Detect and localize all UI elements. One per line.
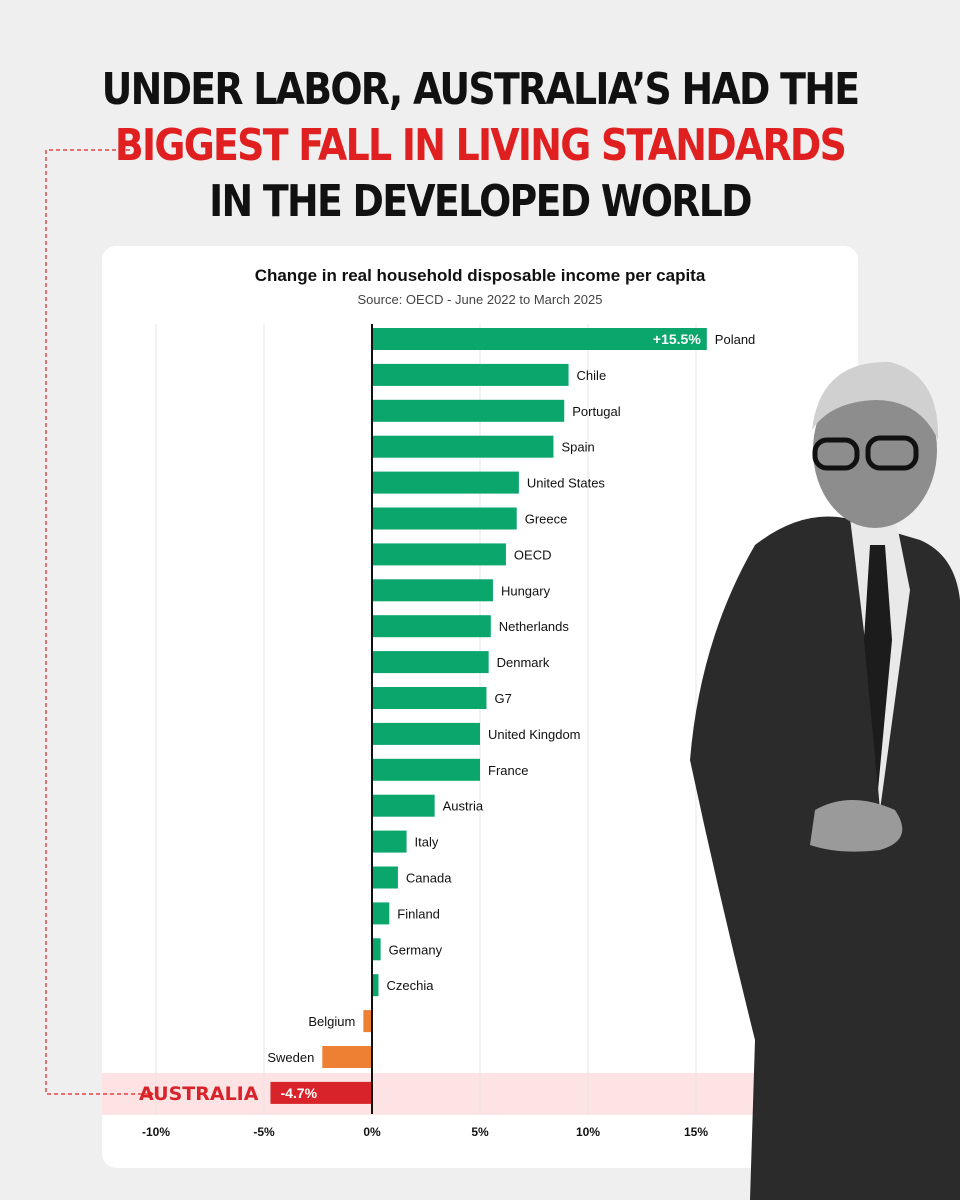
bar <box>372 722 480 745</box>
x-tick-label: 10% <box>576 1125 600 1139</box>
bar-chart: -10% -5% 0% 5% 10% 15% +15.5% Poland Chile Portug… <box>102 324 858 1139</box>
person-tie <box>864 545 892 790</box>
x-tick-label: 5% <box>471 1125 489 1139</box>
category-label: Finland <box>397 906 440 921</box>
bar <box>270 1081 372 1104</box>
bar <box>372 938 381 961</box>
category-label: United Kingdom <box>488 727 581 742</box>
bar <box>322 1046 372 1068</box>
category-label: Portugal <box>572 404 621 419</box>
bar-value-label: -4.7% <box>280 1085 317 1101</box>
category-label: Hungary <box>501 583 551 598</box>
bar <box>372 651 489 674</box>
person-hand <box>810 800 903 852</box>
bar <box>372 758 480 781</box>
category-label: Austria <box>443 799 484 814</box>
category-label: Belgium <box>308 1014 355 1029</box>
headline-line-2: BIGGEST FALL IN LIVING STANDARDS <box>114 120 847 171</box>
person-glasses-left <box>812 437 860 471</box>
bar-value-label: +15.5% <box>653 331 701 347</box>
bar <box>363 1010 372 1033</box>
person-hair <box>812 361 939 440</box>
category-label: Spain <box>561 440 594 455</box>
connector-line <box>45 149 148 1095</box>
person-glasses-right <box>865 435 919 471</box>
x-tick-label: -10% <box>142 1125 170 1139</box>
chart-subtitle: Source: OECD - June 2022 to March 2025 <box>357 292 603 307</box>
category-label: Sweden <box>267 1050 314 1065</box>
bar <box>372 615 491 638</box>
bar <box>372 363 569 386</box>
x-tick-label: -5% <box>253 1125 275 1139</box>
headline-line-3: IN THE DEVELOPED WORLD <box>209 176 752 227</box>
person-head <box>813 372 937 528</box>
headline: UNDER LABOR, AUSTRALIA’S HAD THE BIGGEST… <box>67 62 893 230</box>
category-label: OECD <box>514 547 552 562</box>
person-suit-body <box>690 516 960 1200</box>
category-label: G7 <box>494 691 511 706</box>
bar <box>372 471 519 494</box>
category-label: Germany <box>389 942 443 957</box>
category-label: Netherlands <box>499 619 570 634</box>
x-tick-label: 15% <box>684 1125 708 1139</box>
bar <box>372 830 407 853</box>
bar <box>372 579 493 602</box>
person-photo-silhouette <box>690 361 960 1200</box>
bar <box>372 794 435 817</box>
bar <box>372 435 554 458</box>
category-label: Canada <box>406 871 452 886</box>
bar <box>372 399 565 422</box>
bar <box>372 974 379 997</box>
category-label: United States <box>527 476 606 491</box>
category-label: Chile <box>577 368 607 383</box>
headline-line-1: UNDER LABOR, AUSTRALIA’S HAD THE <box>101 64 860 115</box>
bar <box>372 687 487 709</box>
connector-arrowhead <box>148 1090 154 1098</box>
category-label: Czechia <box>386 978 434 993</box>
bar <box>372 902 390 925</box>
category-label: AUSTRALIA <box>139 1083 259 1105</box>
bar <box>372 866 398 889</box>
category-label: Poland <box>715 332 755 347</box>
category-label: Greece <box>525 512 568 527</box>
category-label: France <box>488 763 528 778</box>
category-label: Italy <box>415 835 439 850</box>
category-label: Denmark <box>497 655 550 670</box>
bar <box>372 328 707 350</box>
x-tick-label: 0% <box>363 1125 381 1139</box>
bar <box>372 507 517 530</box>
chart-title: Change in real household disposable inco… <box>254 266 706 285</box>
bar <box>372 543 506 566</box>
